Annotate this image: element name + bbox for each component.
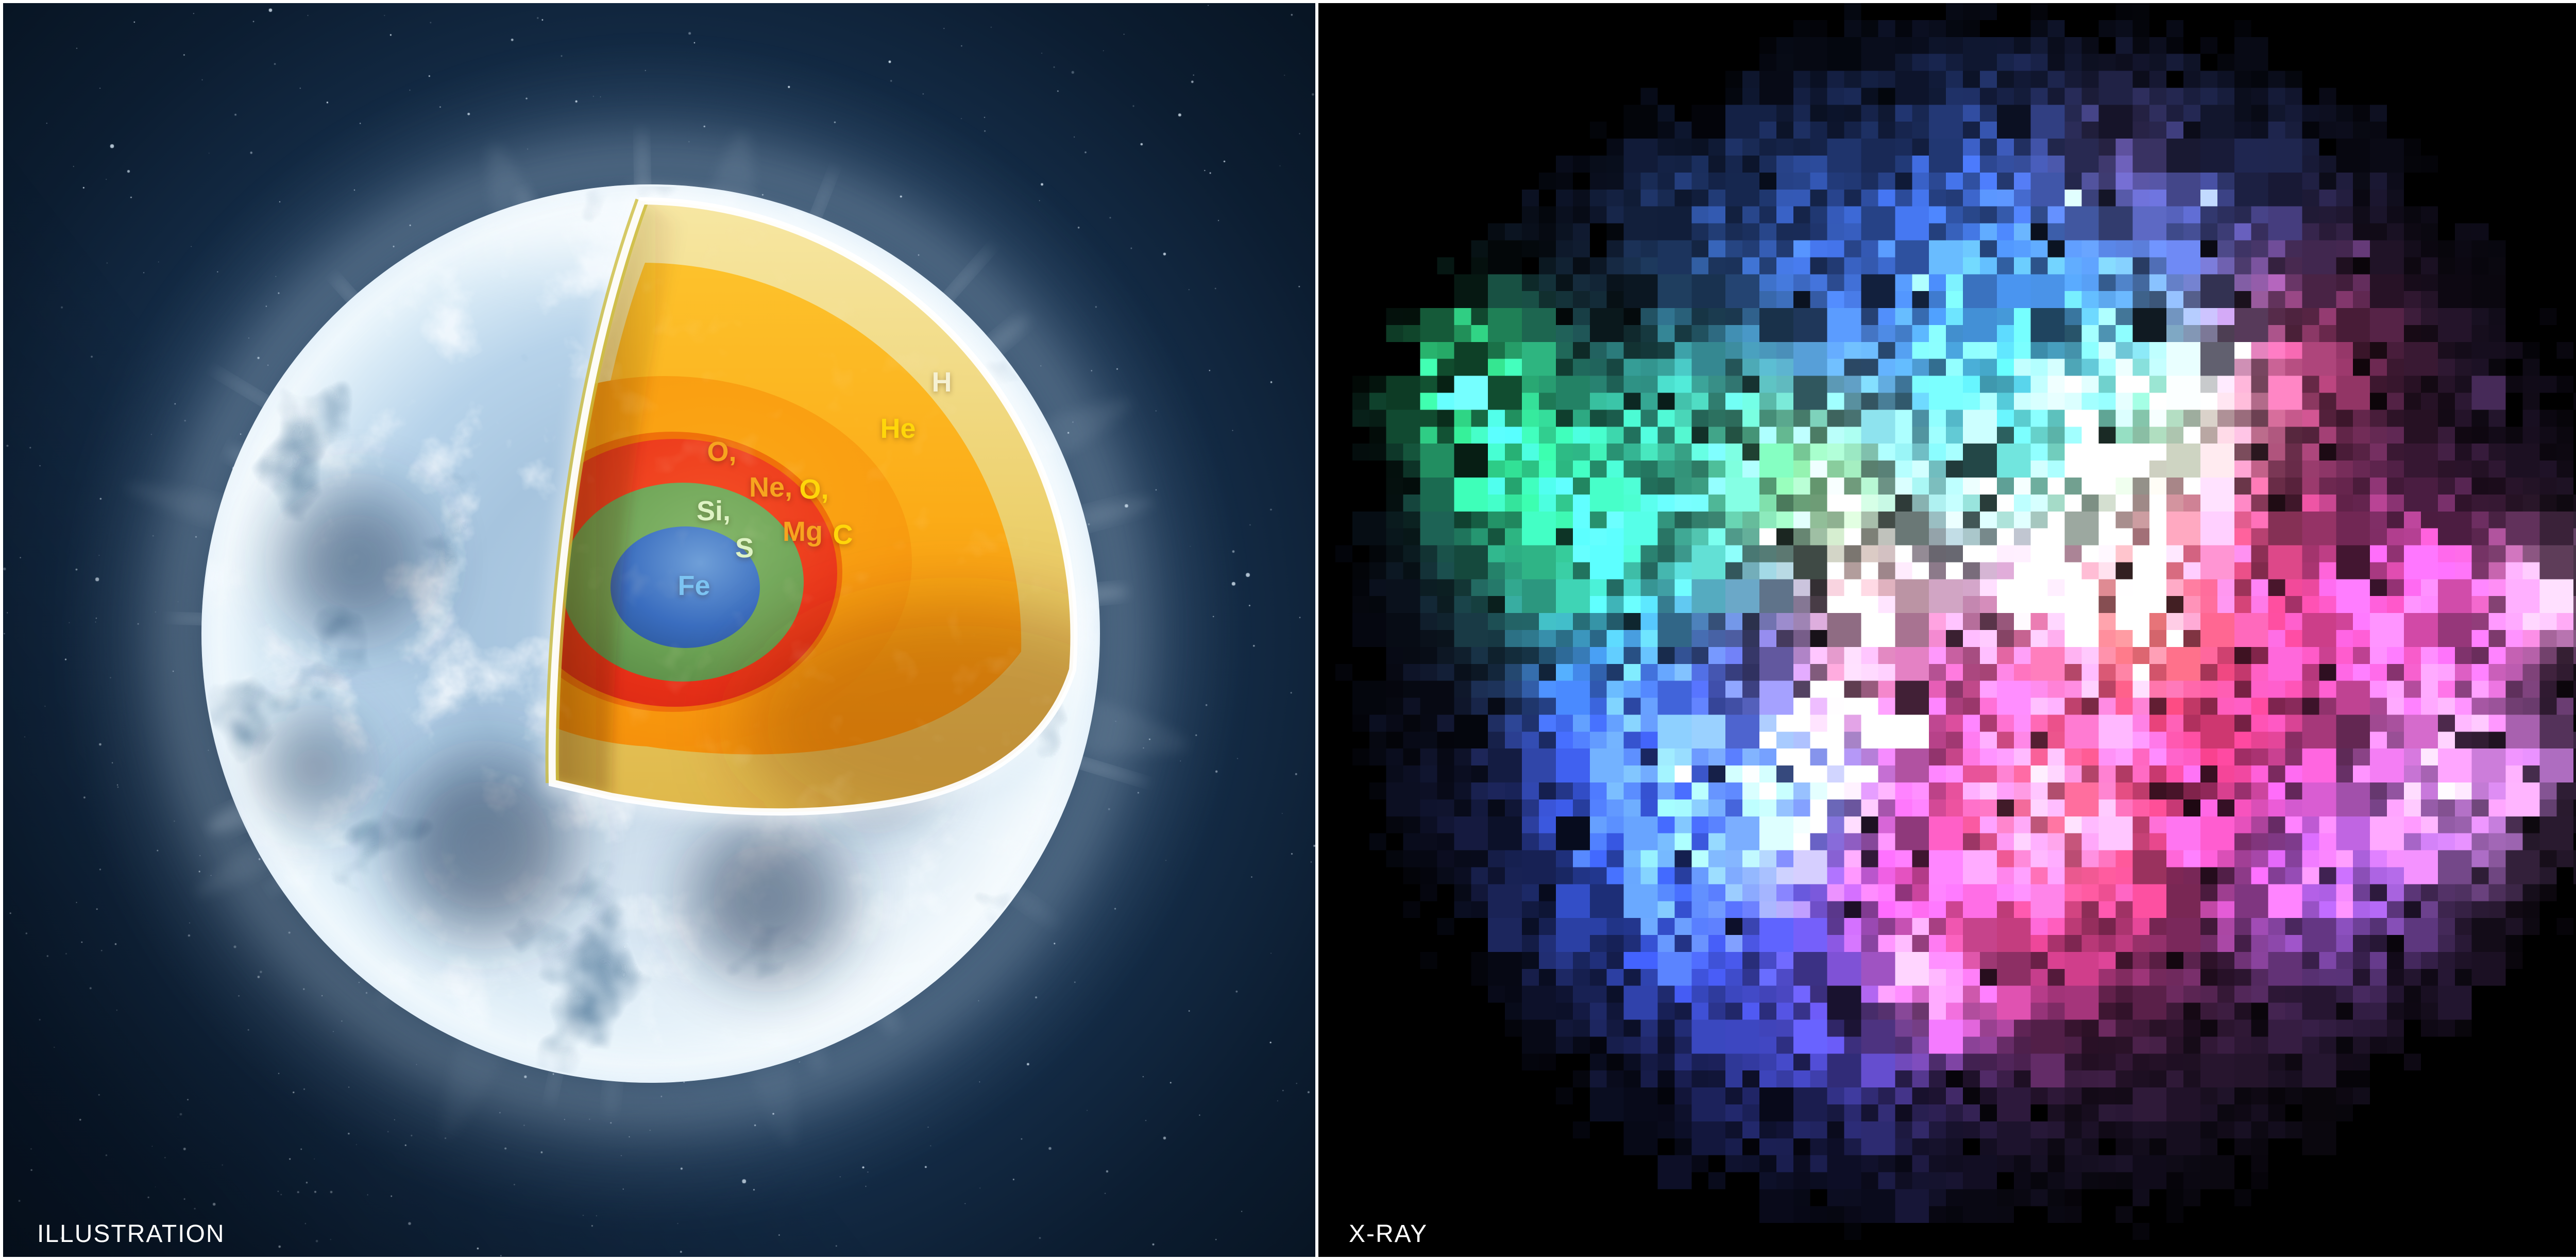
layer-label-si: Si, xyxy=(697,497,731,525)
layer-label-h: H xyxy=(932,368,952,396)
layer-label-o: O, xyxy=(799,475,828,503)
layer-label-he: He xyxy=(880,415,916,442)
star-cutaway-graphic xyxy=(58,41,1243,1226)
layer-label-ne: Ne, xyxy=(749,473,792,501)
illustration-panel: H He O, C O, Ne, Mg Si, S Fe ILLUSTRATION xyxy=(3,3,1315,1257)
layer-label-s: S xyxy=(735,534,754,562)
xray-panel: X-RAY xyxy=(1318,3,2576,1257)
layer-label-o: O, xyxy=(707,438,736,466)
layer-label-mg: Mg xyxy=(783,518,823,546)
layer-label-c: C xyxy=(833,521,853,549)
illustration-tag: ILLUSTRATION xyxy=(37,1222,225,1247)
panel-divider xyxy=(1315,0,1318,1260)
wedge-white-rim xyxy=(548,197,1078,816)
xray-tag: X-RAY xyxy=(1349,1222,1428,1247)
corona-ring-outer xyxy=(112,95,1189,1172)
layer-label-fe: Fe xyxy=(677,572,710,600)
xray-remnant-image xyxy=(1318,3,2576,1257)
